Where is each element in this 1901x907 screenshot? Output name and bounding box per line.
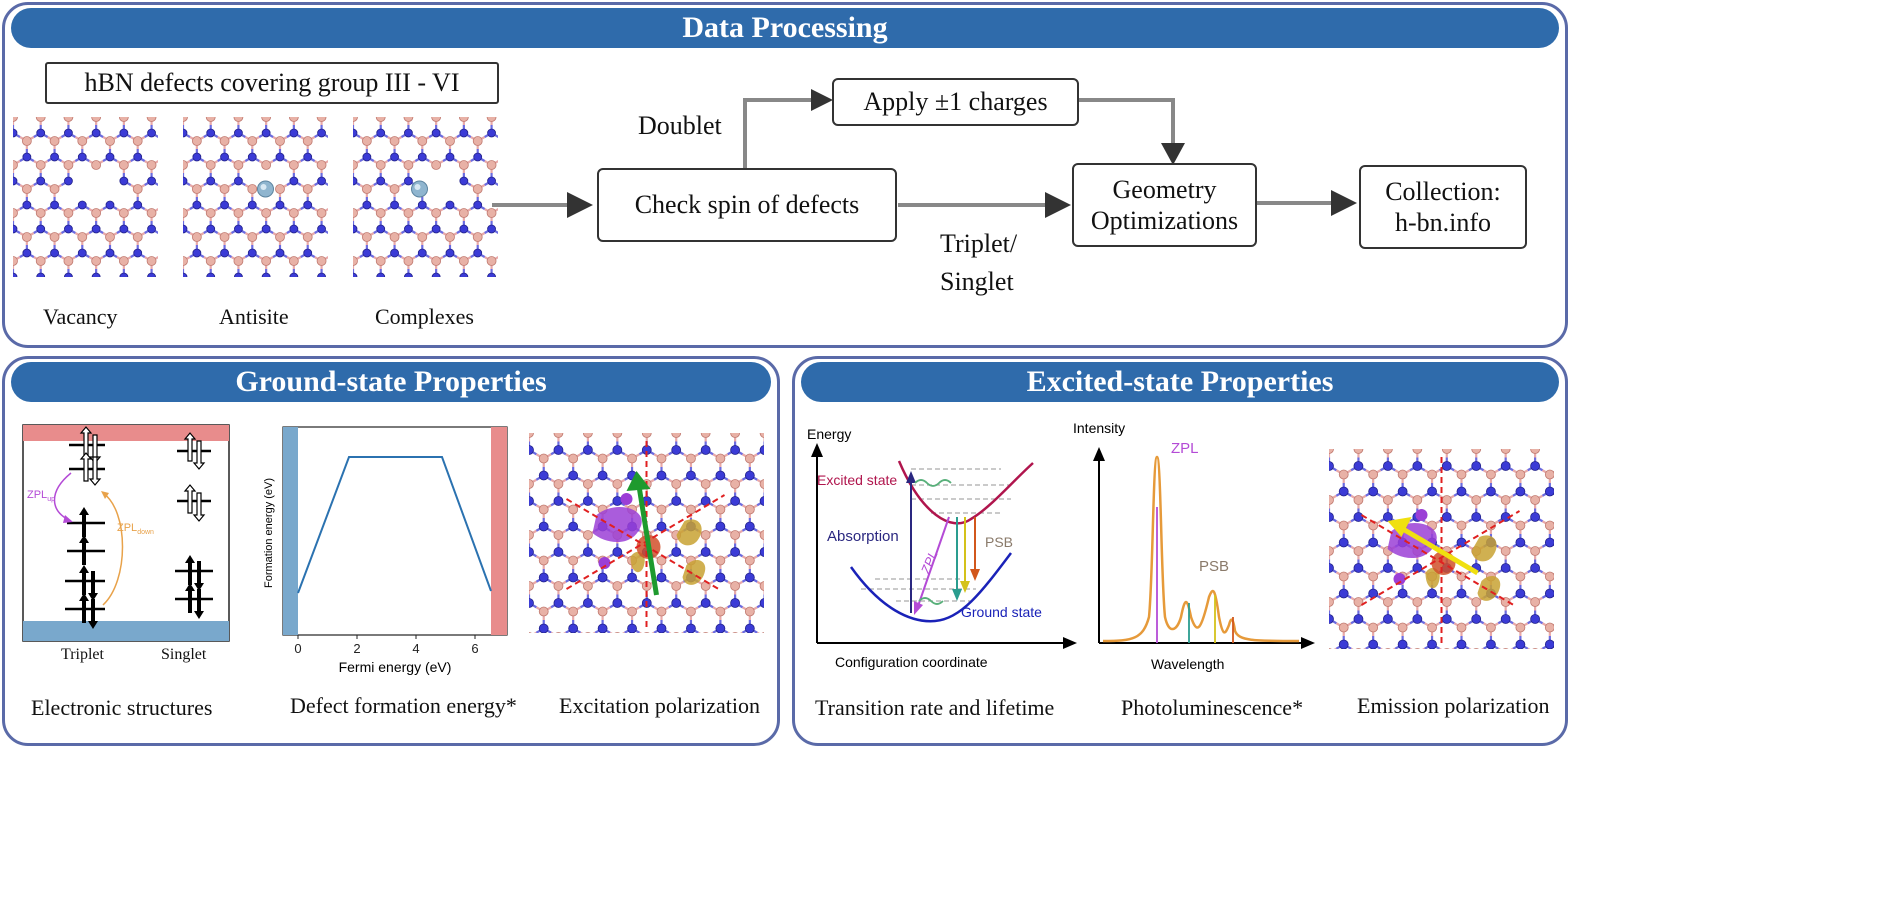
formation-ylabel: Formation energy (eV) — [263, 478, 275, 588]
caption-excitation: Excitation polarization — [559, 693, 760, 718]
geometry-box: Geometry Optimizations — [1072, 163, 1257, 247]
conduction-band — [23, 425, 229, 441]
xtick-6: 6 — [471, 641, 478, 656]
psb-transition-label: PSB — [985, 534, 1013, 550]
charges-box: Apply ±1 charges — [832, 78, 1079, 126]
pl-psb-label: PSB — [1199, 558, 1229, 575]
caption-formation: Defect formation energy* — [290, 693, 517, 718]
label-vacancy: Vacancy — [43, 304, 118, 329]
singlet-levels — [175, 449, 213, 601]
emission-polarization — [1329, 449, 1554, 649]
arrow-doublet — [743, 98, 813, 168]
check-spin-box: Check spin of defects — [597, 168, 897, 242]
caption-pl: Photoluminescence* — [1121, 695, 1304, 720]
excitation-polarization — [529, 433, 764, 633]
label-doublet: Doublet — [638, 111, 722, 140]
pl-curve — [1102, 455, 1300, 643]
vbm-region — [283, 427, 298, 635]
excited-state-label: Excited state — [817, 472, 897, 488]
caption-transition: Transition rate and lifetime — [815, 695, 1055, 720]
transition-xlabel: Configuration coordinate — [835, 654, 988, 670]
xtick-0: 0 — [294, 641, 301, 656]
pl-spectrum: Intensity Wavelength ZPL PSB — [1073, 420, 1315, 672]
zpl-transition-label: ZPL — [917, 548, 940, 577]
lattice-complexes — [353, 117, 498, 277]
excited-state-panel: Excited-state Properties Energy Configur… — [792, 356, 1568, 746]
zpl-down-curve — [102, 492, 124, 606]
arrow-charges-down — [1078, 98, 1175, 145]
ground-state-curve — [849, 552, 1012, 623]
formation-xlabel: Fermi energy (eV) — [339, 659, 452, 675]
excited-state-curve — [897, 460, 1034, 525]
geometry-line-2: Optimizations — [1090, 206, 1239, 235]
pl-ylabel: Intensity — [1073, 420, 1125, 436]
electronic-structure-diagram: ZPLup ZPLdown — [22, 424, 230, 642]
pl-zpl-label: ZPL — [1171, 440, 1199, 457]
flow-arrows — [492, 89, 1357, 218]
formation-energy-plot: 0 2 4 6 Fermi energy (eV) Formation ener… — [263, 426, 508, 675]
ground-state-label: Ground state — [961, 604, 1042, 620]
pl-xlabel: Wavelength — [1151, 656, 1224, 672]
transition-diagram: Energy Configuration coordinate — [807, 426, 1077, 670]
xtick-2: 2 — [353, 641, 360, 656]
label-singlet-col: Singlet — [161, 646, 207, 663]
label-triplet-col: Triplet — [61, 646, 104, 663]
geometry-line-1: Geometry — [1112, 174, 1217, 204]
lattice-antisite — [183, 117, 328, 277]
label-singlet: Singlet — [940, 267, 1014, 296]
collection-line-1: Collection: — [1385, 176, 1501, 206]
data-processing-panel: Data Processing hBN defects covering gro… — [2, 2, 1568, 348]
absorption-label: Absorption — [827, 528, 899, 545]
cbm-region — [491, 427, 507, 635]
label-complexes: Complexes — [375, 304, 474, 329]
caption-emission: Emission polarization — [1357, 693, 1550, 718]
transition-ylabel: Energy — [807, 426, 851, 442]
caption-electronic: Electronic structures — [31, 695, 213, 720]
source-box: hBN defects covering group III - VI — [45, 62, 499, 104]
label-antisite: Antisite — [219, 304, 289, 329]
lattice-vacancy — [13, 117, 158, 277]
impurity-atom — [411, 180, 428, 198]
excited-state-title: Excited-state Properties — [801, 362, 1559, 402]
impurity-atom — [257, 180, 274, 198]
valence-band — [23, 621, 229, 641]
ground-state-title: Ground-state Properties — [11, 362, 771, 402]
xtick-4: 4 — [412, 641, 419, 656]
formation-energy-line — [297, 456, 492, 594]
collection-box: Collection: h-bn.info — [1359, 165, 1527, 249]
ground-state-panel: Ground-state Properties — [2, 356, 780, 746]
data-processing-title: Data Processing — [11, 8, 1559, 48]
collection-line-2: h-bn.info — [1394, 208, 1492, 237]
label-triplet: Triplet/ — [940, 229, 1018, 258]
